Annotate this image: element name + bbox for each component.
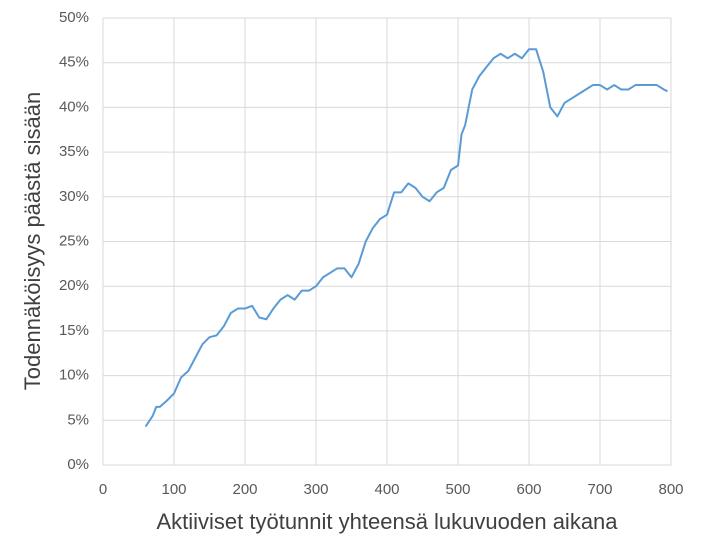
y-tick-label: 45% — [59, 54, 89, 71]
x-tick-label: 200 — [232, 481, 257, 498]
y-tick-label: 0% — [67, 456, 89, 473]
y-tick-label: 35% — [59, 143, 89, 160]
y-tick-label: 50% — [59, 9, 89, 26]
x-tick-label: 0 — [99, 481, 107, 498]
data-line — [144, 48, 668, 428]
y-tick-label: 20% — [59, 277, 89, 294]
x-axis-title: Aktiiviset työtunnit yhteensä lukuvuoden… — [156, 509, 618, 534]
x-tick-label: 400 — [374, 481, 399, 498]
x-tick-label: 500 — [445, 481, 470, 498]
x-tick-label: 800 — [658, 481, 683, 498]
y-tick-label: 40% — [59, 98, 89, 115]
y-tick-label: 25% — [59, 232, 89, 249]
y-tick-label: 10% — [59, 367, 89, 384]
y-tick-label: 30% — [59, 188, 89, 205]
y-tick-label: 5% — [67, 411, 89, 428]
x-tick-label: 700 — [587, 481, 612, 498]
x-tick-label: 600 — [516, 481, 541, 498]
y-tick-label: 15% — [59, 322, 89, 339]
y-axis-title: Todennäköisyys päästä sisään — [20, 92, 45, 390]
x-tick-label: 300 — [303, 481, 328, 498]
x-tick-label: 100 — [161, 481, 186, 498]
